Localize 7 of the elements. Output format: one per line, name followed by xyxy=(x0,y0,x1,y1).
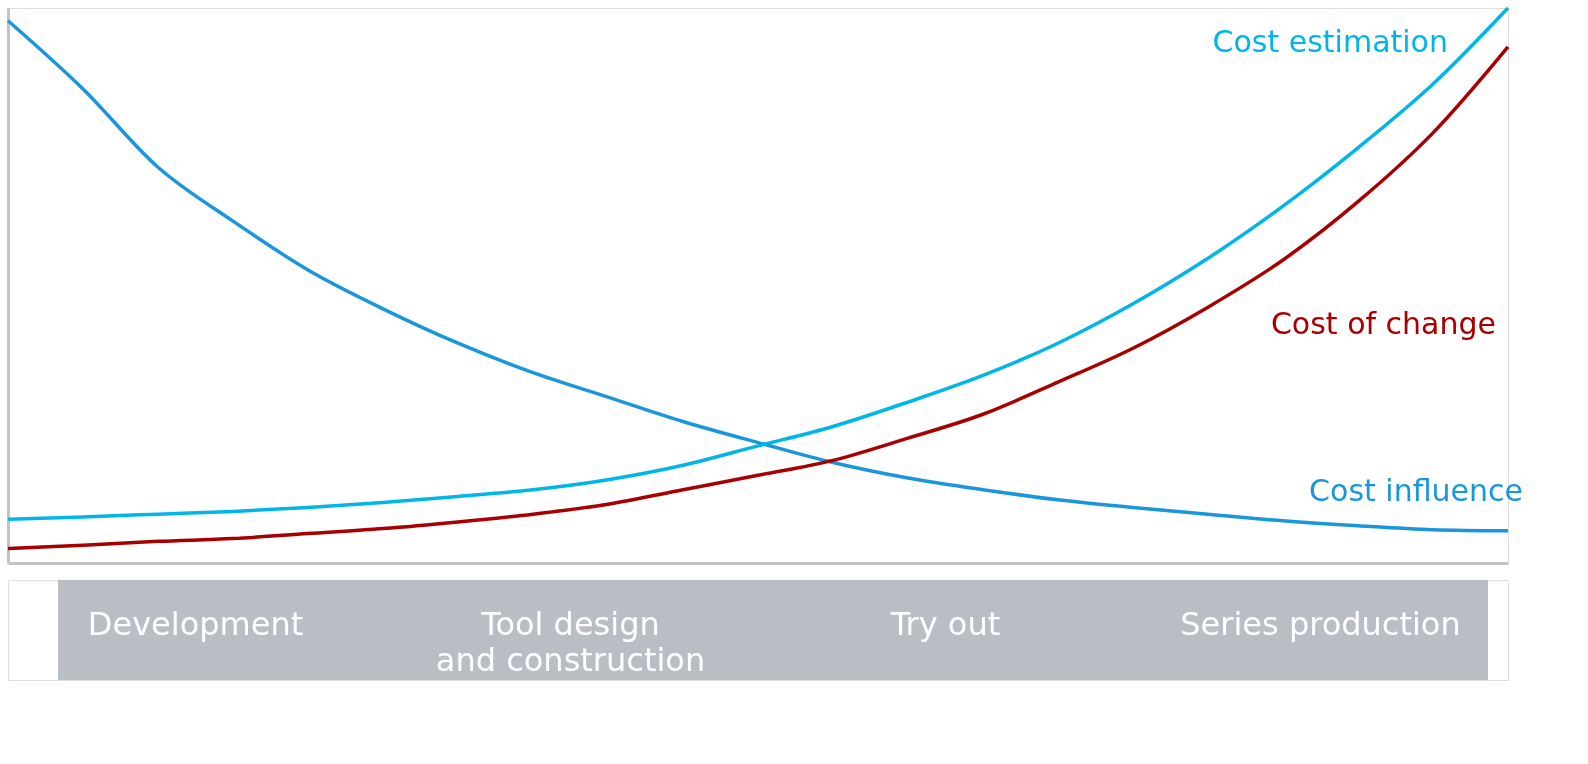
series-label: Cost of change xyxy=(1270,305,1496,341)
text: Tool design and construction xyxy=(435,605,706,679)
series-label: Cost influence xyxy=(1309,472,1523,508)
text: Development xyxy=(87,605,304,643)
text: Series production xyxy=(1180,605,1461,643)
text: Try out xyxy=(889,605,1001,643)
series-label: Cost estimation xyxy=(1212,24,1448,59)
